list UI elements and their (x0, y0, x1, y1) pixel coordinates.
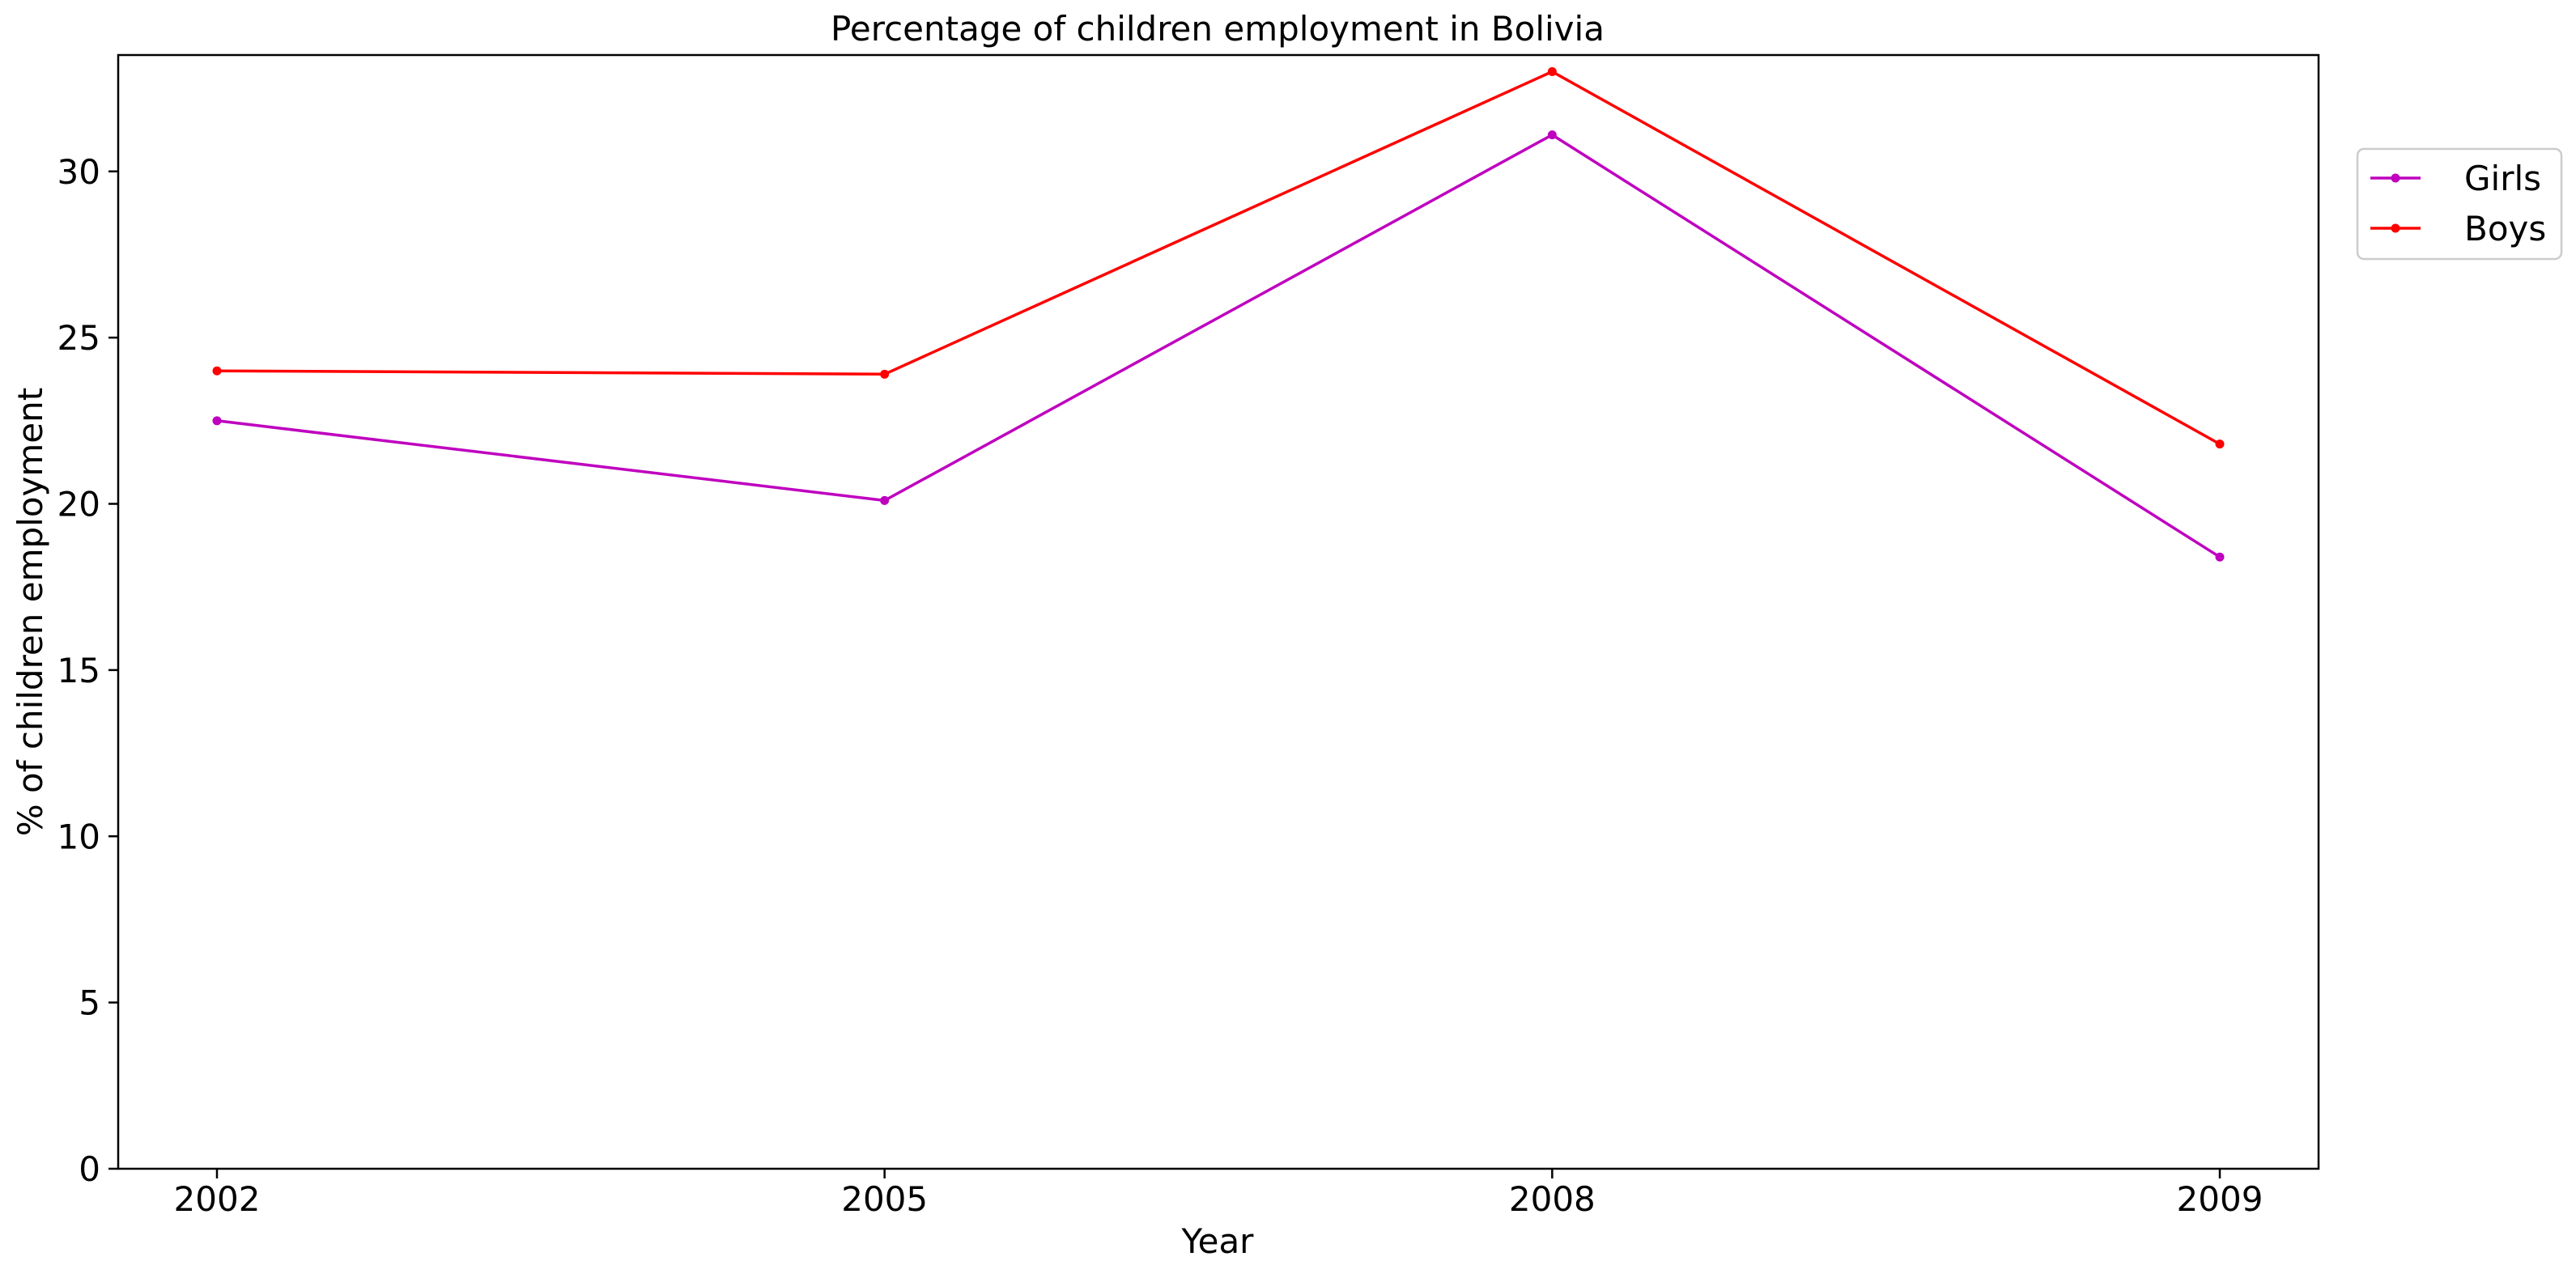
legend-label-girls: Girls (2464, 159, 2541, 198)
series-layer (212, 67, 2225, 562)
y-tick-label: 15 (57, 651, 100, 690)
x-tick-label: 2002 (174, 1179, 261, 1219)
series-girls (212, 130, 2225, 562)
legend-marker-girls (2391, 173, 2400, 183)
y-tick-label: 25 (57, 318, 100, 358)
data-point-girls (880, 495, 890, 505)
data-point-boys (880, 369, 890, 379)
y-tick-label: 30 (57, 152, 100, 192)
y-tick-label: 10 (57, 817, 100, 856)
y-tick-label: 20 (57, 485, 100, 524)
y-axis-label: % of children employment (11, 388, 50, 836)
x-axis-label: Year (1181, 1221, 1255, 1261)
plot-area-frame (117, 53, 2320, 1170)
x-axis-ticks: 2002 2005 2008 2009 (174, 1169, 2264, 1219)
data-point-boys (2215, 439, 2225, 449)
legend-box (2356, 147, 2563, 261)
data-point-girls (1547, 130, 1557, 140)
data-point-girls (2215, 552, 2225, 562)
y-tick-label: 0 (79, 1149, 100, 1189)
x-tick-label: 2005 (841, 1179, 928, 1219)
legend-marker-boys (2391, 223, 2400, 233)
data-point-boys (212, 366, 222, 376)
data-point-boys (1547, 67, 1557, 77)
legend: Girls Boys (2356, 147, 2563, 261)
x-tick-label: 2009 (2177, 1179, 2264, 1219)
y-tick-label: 5 (79, 983, 100, 1023)
chart-title: Percentage of children employment in Bol… (831, 9, 1605, 49)
x-tick-label: 2008 (1509, 1179, 1596, 1219)
legend-items: Girls Boys (2370, 159, 2546, 248)
y-axis-ticks: 0 5 10 15 20 25 30 (57, 152, 118, 1189)
series-boys (212, 67, 2225, 449)
data-point-girls (212, 416, 222, 426)
legend-label-boys: Boys (2464, 209, 2546, 248)
series-line-girls (216, 133, 2221, 558)
series-line-boys (216, 70, 2221, 446)
